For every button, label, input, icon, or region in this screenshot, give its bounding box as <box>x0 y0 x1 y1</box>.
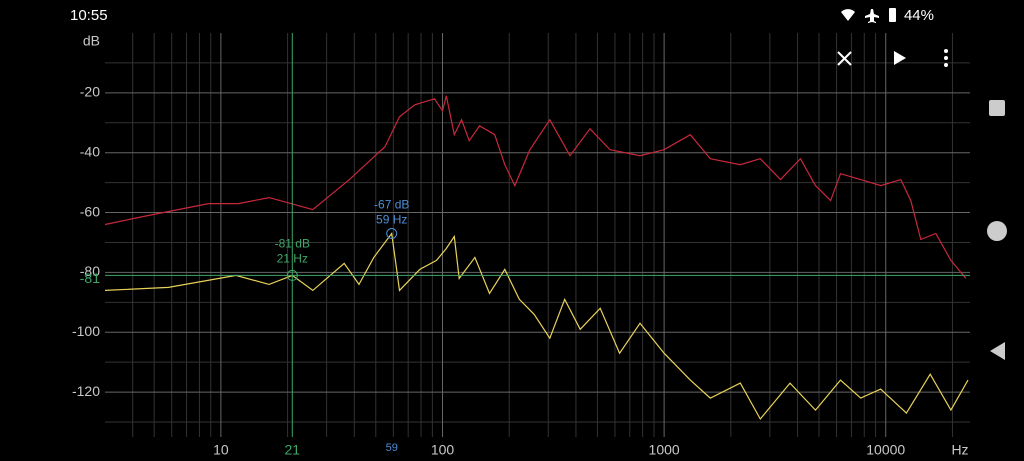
spectrum-line <box>104 95 967 279</box>
y-tick-label: -80 <box>80 263 100 279</box>
peak-y-label: -67 dB <box>374 198 409 212</box>
close-button[interactable] <box>837 51 852 66</box>
peak-marker <box>386 228 398 240</box>
y-tick-label: -120 <box>72 383 100 399</box>
play-button[interactable] <box>894 51 906 65</box>
cursor-y-label: -81 dB <box>275 237 310 251</box>
spectrum-plot: 10 100 1000 10000 -20 -40 -60 -80 -100 -120 dB Hz -8… <box>72 33 970 458</box>
y-tick-label: -40 <box>80 143 100 159</box>
x-tick-label: 10000 <box>866 442 905 458</box>
cursor-marker <box>286 269 298 281</box>
airplane-icon <box>865 9 879 23</box>
x-tick-label: 100 <box>431 442 455 458</box>
clock: 10:55 <box>70 7 108 24</box>
cursor-x-label: 21 Hz <box>277 252 308 266</box>
peak-x-axis-label: 59 <box>386 442 398 454</box>
cursor-y-axis-label: -81 <box>80 270 100 286</box>
battery-icon <box>889 8 896 22</box>
x-tick-label: 1000 <box>649 442 680 458</box>
y-axis-label: dB <box>83 33 100 49</box>
y-tick-label: -60 <box>80 203 100 219</box>
battery-level: 44% <box>904 7 934 24</box>
y-tick-label: -20 <box>80 84 100 100</box>
peak-x-label: 59 Hz <box>376 213 407 227</box>
nav-home[interactable] <box>987 221 1007 241</box>
nav-recents[interactable] <box>989 100 1005 116</box>
nav-back[interactable] <box>990 342 1005 360</box>
spectrum-line <box>104 231 969 421</box>
y-tick-label: -100 <box>72 323 100 339</box>
menu-button[interactable] <box>944 49 948 67</box>
cursor-x-axis-label: 21 <box>285 442 301 458</box>
x-axis-label: Hz <box>951 442 968 458</box>
x-tick-label: 10 <box>213 442 229 458</box>
wifi-icon <box>841 9 855 21</box>
